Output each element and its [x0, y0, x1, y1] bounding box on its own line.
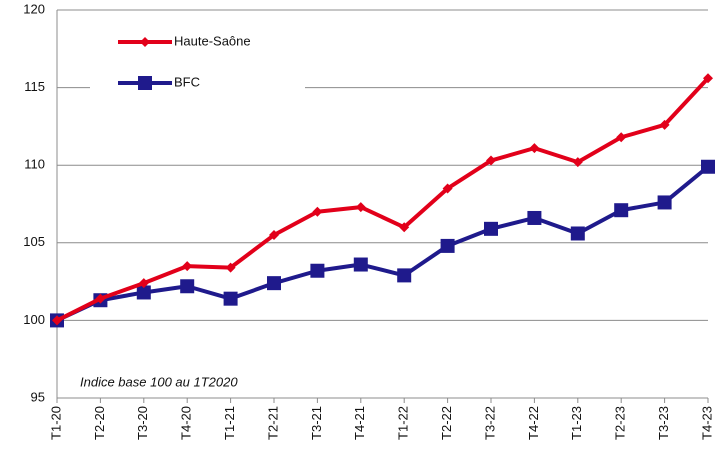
marker	[355, 202, 366, 213]
x-tick-label: T3-22	[482, 406, 497, 440]
legend-background	[90, 20, 305, 100]
y-tick-label: 120	[23, 1, 45, 16]
marker	[484, 221, 498, 236]
marker	[138, 278, 149, 289]
marker	[657, 195, 672, 210]
x-tick-label: T4-21	[352, 406, 367, 440]
marker	[701, 159, 715, 174]
x-tick-label: T1-20	[48, 406, 63, 440]
x-tick-label: T3-20	[135, 406, 150, 440]
marker	[310, 263, 325, 278]
y-tick-label: 95	[31, 389, 45, 404]
y-tick-label: 110	[24, 157, 45, 172]
annotation: Indice base 100 au 1T2020	[80, 374, 238, 389]
marker	[180, 279, 195, 294]
series-line	[56, 165, 710, 323]
marker	[397, 268, 412, 283]
marker	[140, 37, 150, 47]
legend-label: BFC	[174, 74, 200, 89]
x-tick-label: T2-21	[265, 406, 280, 440]
x-tick-label: T3-23	[656, 406, 671, 440]
marker	[52, 315, 62, 326]
marker	[269, 230, 279, 241]
marker	[138, 76, 152, 90]
marker	[267, 276, 281, 291]
x-tick-label: T4-20	[179, 406, 194, 440]
x-tick-label: T2-20	[92, 406, 107, 440]
marker	[486, 155, 496, 166]
marker	[442, 183, 453, 194]
x-tick-label: T4-22	[526, 406, 541, 440]
x-tick-label: T1-21	[222, 406, 237, 440]
y-tick-label: 115	[24, 79, 45, 94]
marker	[95, 293, 106, 304]
x-tick-label: T4-23	[699, 406, 714, 440]
x-tick-label: T3-21	[309, 406, 324, 440]
marker	[225, 262, 236, 273]
x-tick-label: T1-22	[396, 406, 411, 440]
marker	[182, 261, 193, 272]
x-tick-label: T2-23	[613, 406, 628, 440]
marker	[353, 257, 368, 272]
marker	[572, 157, 583, 168]
marker	[529, 143, 540, 154]
marker	[223, 291, 238, 306]
x-tick-label: T2-22	[439, 406, 454, 440]
marker	[136, 285, 151, 300]
marker	[440, 238, 455, 253]
marker	[614, 203, 629, 218]
marker	[312, 206, 323, 217]
y-tick-label: 100	[23, 312, 45, 327]
marker	[527, 210, 542, 225]
marker	[616, 132, 627, 143]
marker	[570, 226, 585, 241]
series-line	[56, 76, 710, 323]
legend-label: Haute-Saône	[174, 33, 251, 48]
plot	[50, 73, 715, 328]
marker	[703, 73, 713, 84]
marker	[659, 119, 670, 130]
marker	[399, 222, 410, 233]
x-tick-label: T1-23	[569, 406, 584, 440]
y-tick-label: 105	[23, 234, 45, 249]
